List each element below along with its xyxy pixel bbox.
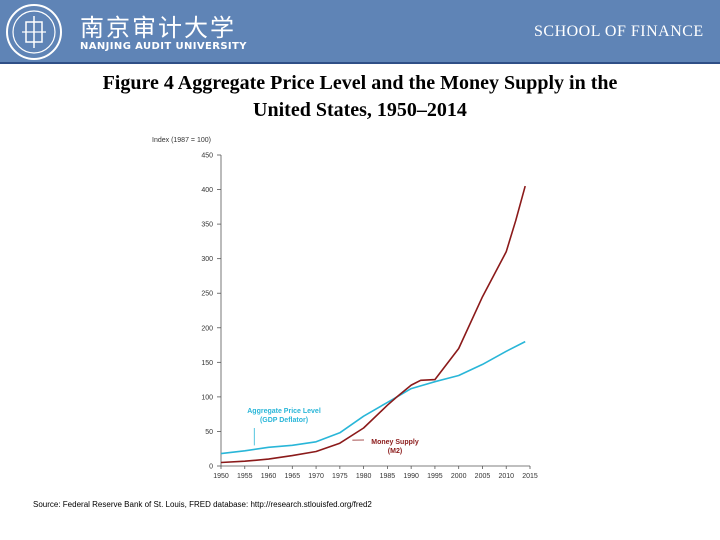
y-tick-label: 300 <box>201 256 213 263</box>
university-name-chinese: 南京审计大学 <box>80 14 236 42</box>
money-supply-series-line <box>220 185 526 464</box>
x-tick-label: 2010 <box>498 473 514 480</box>
x-tick-label: 1990 <box>403 473 419 480</box>
university-name-english: NANJING AUDIT UNIVERSITY <box>80 41 247 52</box>
figure-title-line-1: Figure 4 Aggregate Price Level and the M… <box>102 72 618 94</box>
school-name: SCHOOL OF FINANCE <box>534 23 704 40</box>
y-tick-label: 350 <box>201 222 213 229</box>
x-tick-label: 2015 <box>522 473 538 480</box>
y-axis-label: Index (1987 = 100) <box>152 137 211 144</box>
source-note: Source: Federal Reserve Bank of St. Loui… <box>33 500 372 509</box>
x-tick-label: 1950 <box>213 473 229 480</box>
header-bar: 南京审计大学 NANJING AUDIT UNIVERSITY SCHOOL O… <box>0 0 720 62</box>
figure-title-line-2: United States, 1950–2014 <box>253 99 467 121</box>
y-tick-label: 100 <box>201 394 213 401</box>
x-tick-label: 1955 <box>237 473 253 480</box>
price-level-annotation-label: (GDP Deflator) <box>260 417 308 424</box>
y-tick-label: 400 <box>201 187 213 194</box>
x-tick-label: 2000 <box>451 473 467 480</box>
y-tick-label: 200 <box>201 325 213 332</box>
y-tick-label: 50 <box>205 429 213 436</box>
price-level-annotation-label: Aggregate Price Level <box>247 408 321 415</box>
x-tick-label: 1970 <box>308 473 324 480</box>
figure-title: Figure 4 Aggregate Price Level and the M… <box>30 70 690 124</box>
x-tick-label: 1975 <box>332 473 348 480</box>
x-tick-label: 1995 <box>427 473 443 480</box>
x-tick-label: 1965 <box>285 473 301 480</box>
university-logo <box>6 4 62 60</box>
y-tick-label: 450 <box>201 153 213 160</box>
header-divider <box>0 62 720 64</box>
x-tick-label: 1985 <box>380 473 396 480</box>
money-supply-annotation-label: Money Supply <box>371 439 419 446</box>
price-level-series-line <box>220 340 526 455</box>
y-tick-label: 0 <box>209 464 213 471</box>
x-tick-label: 1980 <box>356 473 372 480</box>
x-tick-label: 2005 <box>475 473 491 480</box>
y-tick-label: 150 <box>201 360 213 367</box>
x-tick-label: 1960 <box>261 473 277 480</box>
y-tick-label: 250 <box>201 291 213 298</box>
money-supply-annotation-label: (M2) <box>388 448 402 455</box>
